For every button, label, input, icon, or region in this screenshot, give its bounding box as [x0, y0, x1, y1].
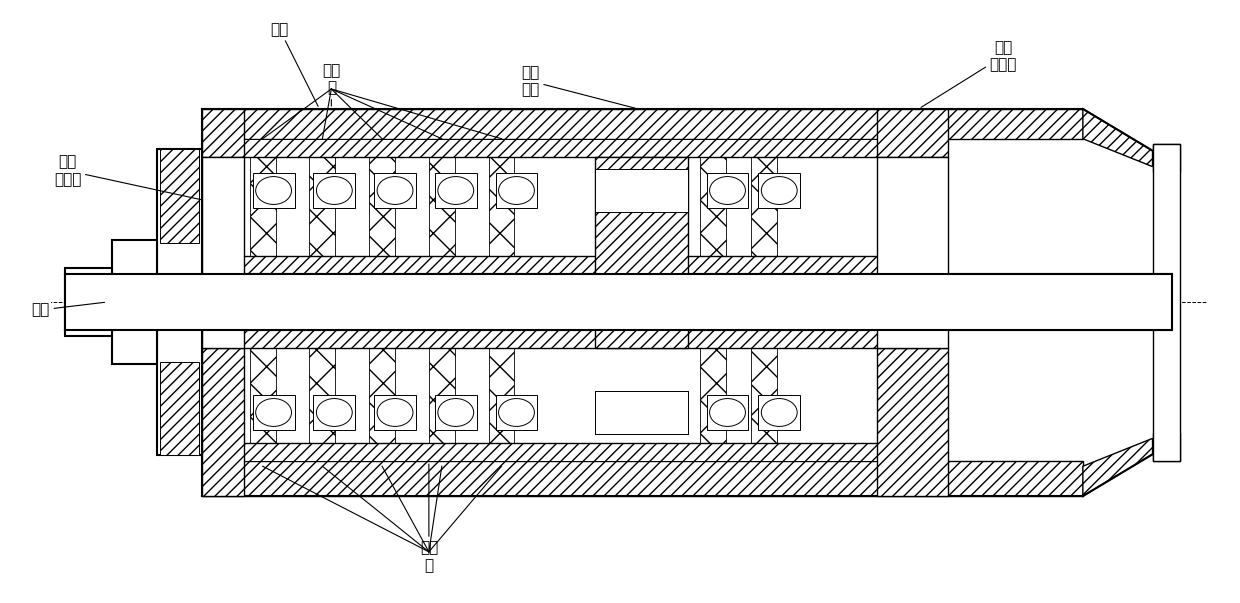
Text: 轴芯: 轴芯	[31, 302, 104, 317]
Ellipse shape	[709, 399, 745, 426]
Bar	[877, 157, 949, 348]
Text: 压盖
（后）: 压盖 （后）	[921, 40, 1017, 107]
Bar	[64, 274, 1173, 330]
Bar	[877, 109, 949, 157]
Bar	[707, 394, 749, 431]
Ellipse shape	[255, 177, 291, 204]
Ellipse shape	[498, 177, 534, 204]
Bar	[160, 362, 198, 455]
Bar	[1152, 144, 1180, 461]
Ellipse shape	[438, 177, 474, 204]
Bar	[160, 149, 198, 243]
Bar	[435, 172, 476, 209]
Bar	[64, 268, 113, 336]
Bar	[310, 157, 335, 256]
Bar	[595, 169, 688, 212]
Bar	[249, 348, 275, 443]
Ellipse shape	[761, 177, 797, 204]
Bar	[229, 139, 877, 157]
Bar	[595, 157, 688, 348]
Polygon shape	[1083, 438, 1152, 496]
Bar	[374, 394, 415, 431]
Bar	[429, 157, 455, 256]
Bar	[202, 157, 244, 348]
Bar	[699, 348, 725, 443]
Bar	[202, 348, 244, 496]
Ellipse shape	[255, 399, 291, 426]
Bar	[595, 391, 688, 434]
Bar	[759, 172, 800, 209]
Bar	[229, 330, 877, 348]
Bar	[496, 172, 537, 209]
Bar	[489, 348, 515, 443]
Bar	[1152, 144, 1180, 172]
Bar	[877, 348, 949, 496]
Bar	[314, 394, 355, 431]
Ellipse shape	[377, 177, 413, 204]
Polygon shape	[1083, 109, 1152, 166]
Bar	[374, 172, 415, 209]
Bar	[253, 394, 295, 431]
Bar	[202, 109, 244, 157]
Bar	[751, 157, 777, 256]
Text: 外隔
环: 外隔 环	[322, 63, 341, 106]
Text: 套筒: 套筒	[270, 22, 319, 106]
Bar	[496, 394, 537, 431]
Bar	[253, 172, 295, 209]
Ellipse shape	[498, 399, 534, 426]
Bar	[370, 348, 396, 443]
Bar	[435, 394, 476, 431]
Bar	[429, 348, 455, 443]
Bar	[314, 172, 355, 209]
Bar	[157, 149, 202, 455]
Bar	[229, 256, 877, 274]
Ellipse shape	[377, 399, 413, 426]
Ellipse shape	[761, 399, 797, 426]
Bar	[249, 157, 275, 256]
Ellipse shape	[316, 177, 352, 204]
Text: 压盖
（前）: 压盖 （前）	[53, 154, 202, 200]
Bar	[759, 394, 800, 431]
Ellipse shape	[316, 399, 352, 426]
Bar	[699, 157, 725, 256]
Bar	[707, 172, 749, 209]
Bar	[370, 157, 396, 256]
Text: 锁紧
螺母: 锁紧 螺母	[521, 65, 635, 108]
Bar	[310, 348, 335, 443]
Bar	[229, 443, 877, 461]
Bar	[202, 109, 1083, 139]
Ellipse shape	[438, 399, 474, 426]
Bar	[1152, 434, 1180, 461]
Ellipse shape	[709, 177, 745, 204]
Bar	[489, 157, 515, 256]
Bar	[751, 348, 777, 443]
Text: 内隔
环: 内隔 环	[420, 464, 438, 573]
Bar	[113, 240, 157, 364]
Bar	[202, 461, 1083, 496]
